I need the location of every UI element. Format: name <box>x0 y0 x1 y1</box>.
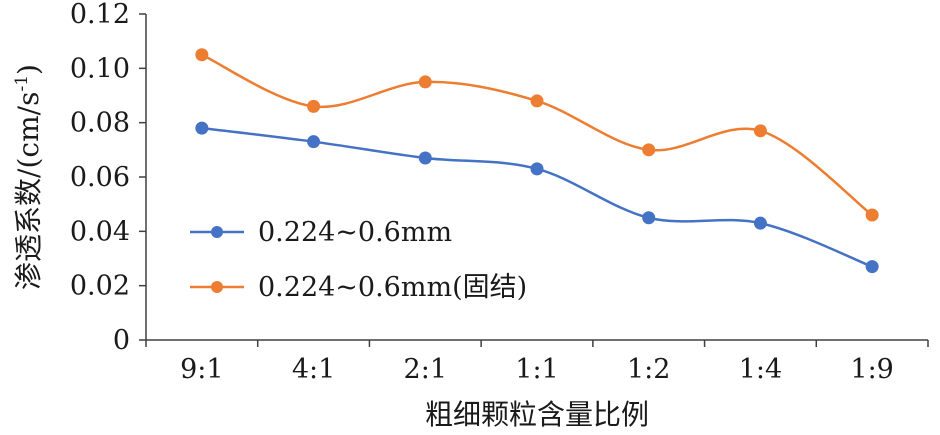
data-point-series-2 <box>865 208 879 222</box>
legend-marker-2 <box>211 281 223 293</box>
series-line-2 <box>201 53 873 217</box>
y-axis-title-exponent: -1 <box>12 75 32 92</box>
tick-labels: 0 0.02 0.04 0.06 0.08 0.10 0.12 9:1 4:1 2:1 1:1 1:2… <box>70 0 894 385</box>
x-tick-label: 1:1 <box>515 354 558 385</box>
y-tick-label: 0 <box>113 325 130 356</box>
data-point-series-2 <box>753 124 767 138</box>
y-tick-label: 0.04 <box>70 216 130 247</box>
x-tick-label: 1:2 <box>627 354 670 385</box>
data-point-series-2 <box>195 48 209 62</box>
x-axis-title: 粗细颗粒含量比例 <box>425 398 649 431</box>
data-point-series-1 <box>642 211 656 225</box>
legend: 0.224~0.6mm 0.224~0.6mm(固结) <box>190 217 527 303</box>
x-tick-label: 2:1 <box>404 354 447 385</box>
series-lines <box>195 48 879 274</box>
x-tick-label: 9:1 <box>180 354 223 385</box>
y-tick-label: 0.12 <box>70 0 130 30</box>
axes <box>139 13 929 347</box>
data-point-series-2 <box>642 143 656 157</box>
data-point-series-1 <box>530 162 544 176</box>
data-point-series-1 <box>865 260 879 274</box>
data-point-series-2 <box>530 94 544 108</box>
x-tick-label: 4:1 <box>292 354 335 385</box>
data-point-series-2 <box>418 75 432 89</box>
legend-label-2: 0.224~0.6mm(固结) <box>258 272 527 303</box>
legend-marker-1 <box>211 226 223 238</box>
data-point-series-1 <box>418 151 432 165</box>
y-axis-title: 渗透系数/(cm/s-1) <box>12 64 45 290</box>
y-tick-label: 0.08 <box>70 108 130 139</box>
data-point-series-1 <box>753 216 767 230</box>
y-tick-label: 0.06 <box>70 162 130 193</box>
data-point-series-1 <box>195 121 209 135</box>
legend-label-1: 0.224~0.6mm <box>258 217 452 248</box>
y-tick-label: 0.02 <box>70 271 130 302</box>
data-point-series-1 <box>307 135 321 149</box>
data-point-series-2 <box>307 99 321 113</box>
x-tick-label: 1:9 <box>850 354 893 385</box>
y-tick-label: 0.10 <box>70 53 130 84</box>
y-axis-title-main: 渗透系数/(cm/s <box>12 92 45 290</box>
x-tick-label: 1:4 <box>739 354 782 385</box>
y-axis-title-close: ) <box>12 64 45 75</box>
